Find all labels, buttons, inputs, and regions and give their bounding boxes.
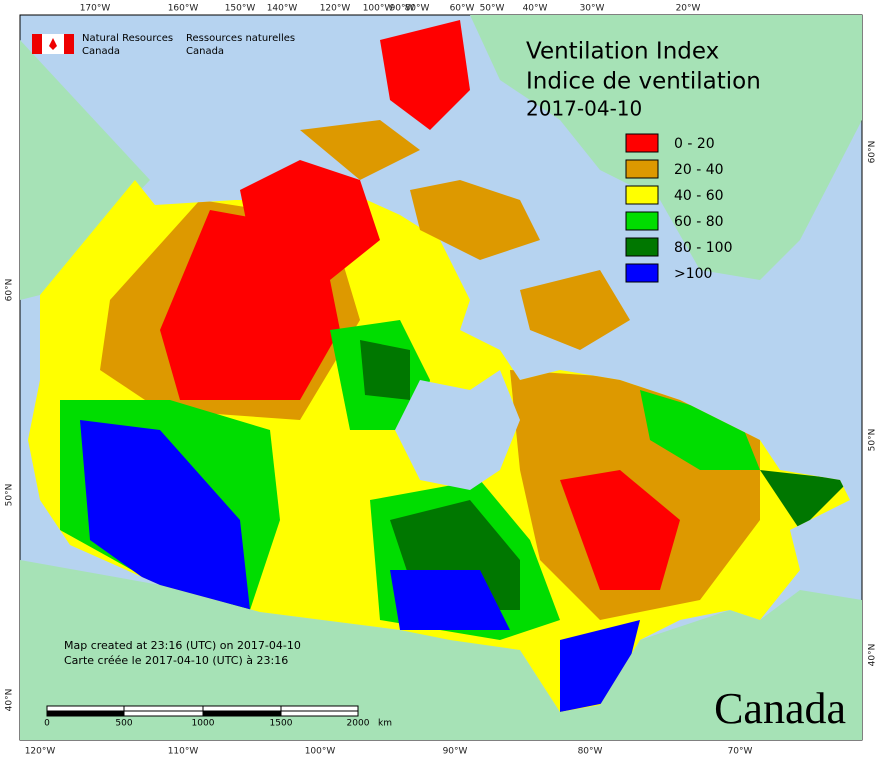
usa (20, 560, 862, 740)
scale-label: 2000 (347, 719, 370, 729)
date: 2017-04-10 (526, 97, 642, 121)
arctic-island (300, 120, 420, 180)
graticule: 170°W 160°W 150°W 140°W 120°W 100°W90°W80°W 60… (5, 4, 878, 757)
wordmark: Canada (714, 684, 846, 733)
title: Ventilation Index (526, 39, 719, 65)
agency: Natural Resources (82, 33, 173, 44)
legend-swatch (625, 211, 659, 231)
longitude-label: 60°W (450, 4, 475, 14)
longitude-label: 140°W (267, 4, 298, 14)
latitude-label: 60°N (868, 141, 878, 164)
longitude-label: 120°W (320, 4, 351, 14)
latitude-label: 50°N (868, 429, 878, 452)
scale-segment (280, 705, 359, 712)
longitude-label: 50°W (480, 4, 505, 14)
title: Indice de ventilation (526, 69, 761, 95)
legend-swatch (625, 133, 659, 153)
legend-swatch (625, 185, 659, 205)
longitude-label: 120°W (25, 747, 56, 757)
scale-segment (202, 705, 282, 712)
longitude-label: 80°W (405, 4, 430, 14)
longitude-label: 40°W (523, 4, 548, 14)
longitude-label: 110°W (168, 747, 199, 757)
scale-label: 1000 (192, 719, 215, 729)
legend-swatch (625, 159, 659, 179)
scale-segment (280, 710, 359, 717)
latitude-label: 60°N (5, 279, 15, 302)
note: Map created at 23:16 (UTC) on 2017-04-10 (64, 639, 301, 652)
scale-segment (46, 710, 125, 717)
legend-label: 60 - 80 (674, 214, 724, 230)
agency: Canada (82, 46, 120, 57)
scale-bar: 0 500 1000 1500 2000 km (44, 705, 392, 729)
flag (49, 38, 57, 50)
legend: 0 - 20 20 - 40 40 - 60 60 - 80 80 - 100 >100 (625, 133, 733, 283)
latitude-label: 40°N (868, 644, 878, 667)
longitude-label: 100°W (363, 4, 394, 14)
legend-label: 0 - 20 (674, 136, 715, 152)
scale-label: 1500 (270, 719, 293, 729)
arctic-island (410, 180, 540, 260)
longitude-label: 160°W (168, 4, 199, 14)
longitude-label: 30°W (580, 4, 605, 14)
longitude-label: 100°W (305, 747, 336, 757)
longitude-label: 90°W (443, 747, 468, 757)
arctic-island (240, 160, 380, 280)
latitude-label: 40°N (5, 689, 15, 712)
legend-swatch (625, 237, 659, 257)
longitude-label: 90°W (390, 4, 415, 14)
scale-label: 0 (44, 719, 50, 729)
scale-segment (46, 705, 125, 712)
arctic-island (520, 270, 630, 350)
scale-segment (123, 710, 204, 717)
longitude-label: 170°W (80, 4, 111, 14)
scale-segment (123, 705, 204, 712)
longitude-label: 70°W (728, 747, 753, 757)
longitude-label: 150°W (225, 4, 256, 14)
legend-label: >100 (674, 266, 712, 282)
longitude-label: 80°W (578, 747, 603, 757)
agency: Ressources naturelles (186, 33, 295, 44)
note: Carte créée le 2017-04-10 (UTC) à 23:16 (64, 654, 288, 667)
legend-label: 40 - 60 (674, 188, 724, 204)
legend-label: 80 - 100 (674, 240, 733, 256)
arctic-island (380, 20, 470, 130)
scale-segment (202, 710, 282, 717)
legend-label: 20 - 40 (674, 162, 724, 178)
scale-unit: km (378, 719, 392, 729)
latitude-label: 50°N (5, 484, 15, 507)
alaska (20, 40, 150, 300)
greenland (470, 15, 862, 280)
agency: Canada (186, 46, 224, 57)
longitude-label: 20°W (676, 4, 701, 14)
legend-swatch (625, 263, 659, 283)
scale-label: 500 (115, 719, 132, 729)
